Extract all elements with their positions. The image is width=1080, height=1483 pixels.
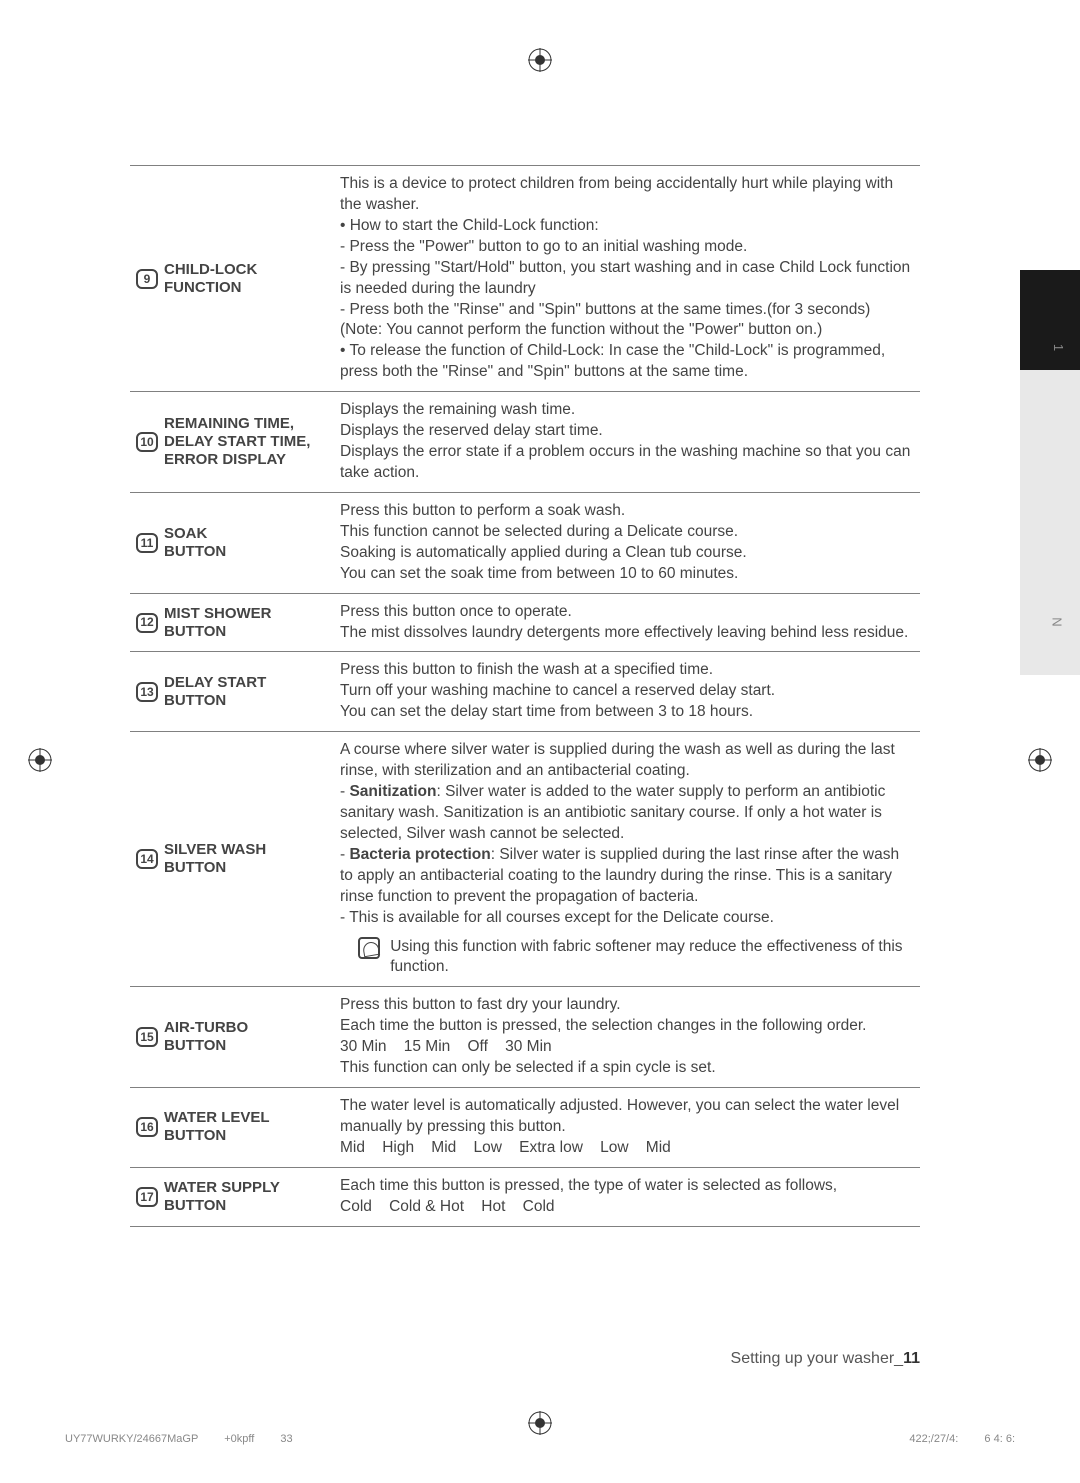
description-cell: A course where silver water is supplied …: [334, 732, 920, 987]
label-cell: 17 WATER SUPPLYBUTTON: [130, 1167, 334, 1226]
description-cell: This is a device to protect children fro…: [334, 166, 920, 392]
note-row: Using this function with fabric softener…: [340, 937, 914, 979]
label-cell: 16 WATER LEVELBUTTON: [130, 1088, 334, 1168]
label-cell: 12 MIST SHOWERBUTTON: [130, 593, 334, 652]
number-badge: 10: [136, 432, 158, 452]
side-tab-dark: 1: [1020, 270, 1080, 370]
content-area: 9 CHILD-LOCKFUNCTION This is a device to p…: [130, 165, 920, 1227]
label-cell: 13 DELAY STARTBUTTON: [130, 652, 334, 732]
note-icon: [358, 937, 380, 959]
print-time: 6 4: 6:: [984, 1433, 1015, 1445]
description-cell: Press this button to fast dry your laund…: [334, 987, 920, 1088]
feature-label: SOAKBUTTON: [164, 525, 226, 561]
page-footer-text: Setting up your washer_: [731, 1350, 904, 1367]
description-cell: Press this button to perform a soak wash…: [334, 492, 920, 593]
description-cell: Displays the remaining wash time.Display…: [334, 392, 920, 493]
table-row: 11 SOAKBUTTON Press this button to perform…: [130, 492, 920, 593]
side-tab-light: N: [1020, 370, 1080, 675]
print-code: +0kpff: [224, 1433, 254, 1445]
feature-label: AIR-TURBOBUTTON: [164, 1019, 248, 1055]
number-badge: 9: [136, 269, 158, 289]
number-badge: 17: [136, 1187, 158, 1207]
side-tab-dark-num: 1: [1051, 344, 1066, 351]
print-footer-right: 422;/27/4: 6 4: 6:: [909, 1433, 1015, 1445]
description-cell: Press this button to finish the wash at …: [334, 652, 920, 732]
side-tab-light-num: N: [1049, 617, 1064, 627]
description-cell: Each time this button is pressed, the ty…: [334, 1167, 920, 1226]
table-row: 10 REMAINING TIME,DELAY START TIME,ERROR …: [130, 392, 920, 493]
table-row: 9 CHILD-LOCKFUNCTION This is a device to p…: [130, 166, 920, 392]
table-row: 16 WATER LEVELBUTTON The water level is au…: [130, 1088, 920, 1168]
registration-mark-top: [528, 48, 552, 72]
table-row: 13 DELAY STARTBUTTON Press this button to …: [130, 652, 920, 732]
number-badge: 16: [136, 1117, 158, 1137]
label-cell: 14 SILVER WASHBUTTON: [130, 732, 334, 987]
feature-label: CHILD-LOCKFUNCTION: [164, 261, 257, 297]
feature-label: SILVER WASHBUTTON: [164, 841, 266, 877]
table-row: 12 MIST SHOWERBUTTON Press this button onc…: [130, 593, 920, 652]
label-cell: 9 CHILD-LOCKFUNCTION: [130, 166, 334, 392]
description-cell: The water level is automatically adjuste…: [334, 1088, 920, 1168]
number-badge: 12: [136, 613, 158, 633]
page-footer-num: 11: [903, 1350, 920, 1367]
number-badge: 13: [136, 682, 158, 702]
number-badge: 15: [136, 1027, 158, 1047]
feature-label: WATER LEVELBUTTON: [164, 1109, 270, 1145]
registration-mark-left: [28, 748, 52, 772]
table-row: 17 WATER SUPPLYBUTTON Each time this butto…: [130, 1167, 920, 1226]
label-cell: 10 REMAINING TIME,DELAY START TIME,ERROR …: [130, 392, 334, 493]
table-row: 14 SILVER WASHBUTTON A course where silver…: [130, 732, 920, 987]
page-footer: Setting up your washer_11: [731, 1350, 920, 1368]
table-row: 15 AIR-TURBOBUTTON Press this button to fa…: [130, 987, 920, 1088]
print-page: 33: [280, 1433, 292, 1445]
registration-mark-bottom: [528, 1411, 552, 1435]
label-cell: 11 SOAKBUTTON: [130, 492, 334, 593]
print-id: UY77WURKY/24667MaGP: [65, 1433, 198, 1445]
print-footer: UY77WURKY/24667MaGP +0kpff 33 422;/27/4:…: [65, 1433, 1015, 1445]
print-date: 422;/27/4:: [909, 1433, 958, 1445]
label-cell: 15 AIR-TURBOBUTTON: [130, 987, 334, 1088]
number-badge: 11: [136, 533, 158, 553]
feature-label: REMAINING TIME,DELAY START TIME,ERROR DI…: [164, 415, 310, 469]
print-footer-left: UY77WURKY/24667MaGP +0kpff 33: [65, 1433, 293, 1445]
feature-label: WATER SUPPLYBUTTON: [164, 1179, 280, 1215]
feature-label: DELAY STARTBUTTON: [164, 674, 266, 710]
feature-table: 9 CHILD-LOCKFUNCTION This is a device to p…: [130, 165, 920, 1227]
description-cell: Press this button once to operate.The mi…: [334, 593, 920, 652]
side-tabs: 1 N: [1020, 270, 1080, 790]
number-badge: 14: [136, 849, 158, 869]
note-text: Using this function with fabric softener…: [390, 937, 914, 979]
feature-label: MIST SHOWERBUTTON: [164, 605, 272, 641]
